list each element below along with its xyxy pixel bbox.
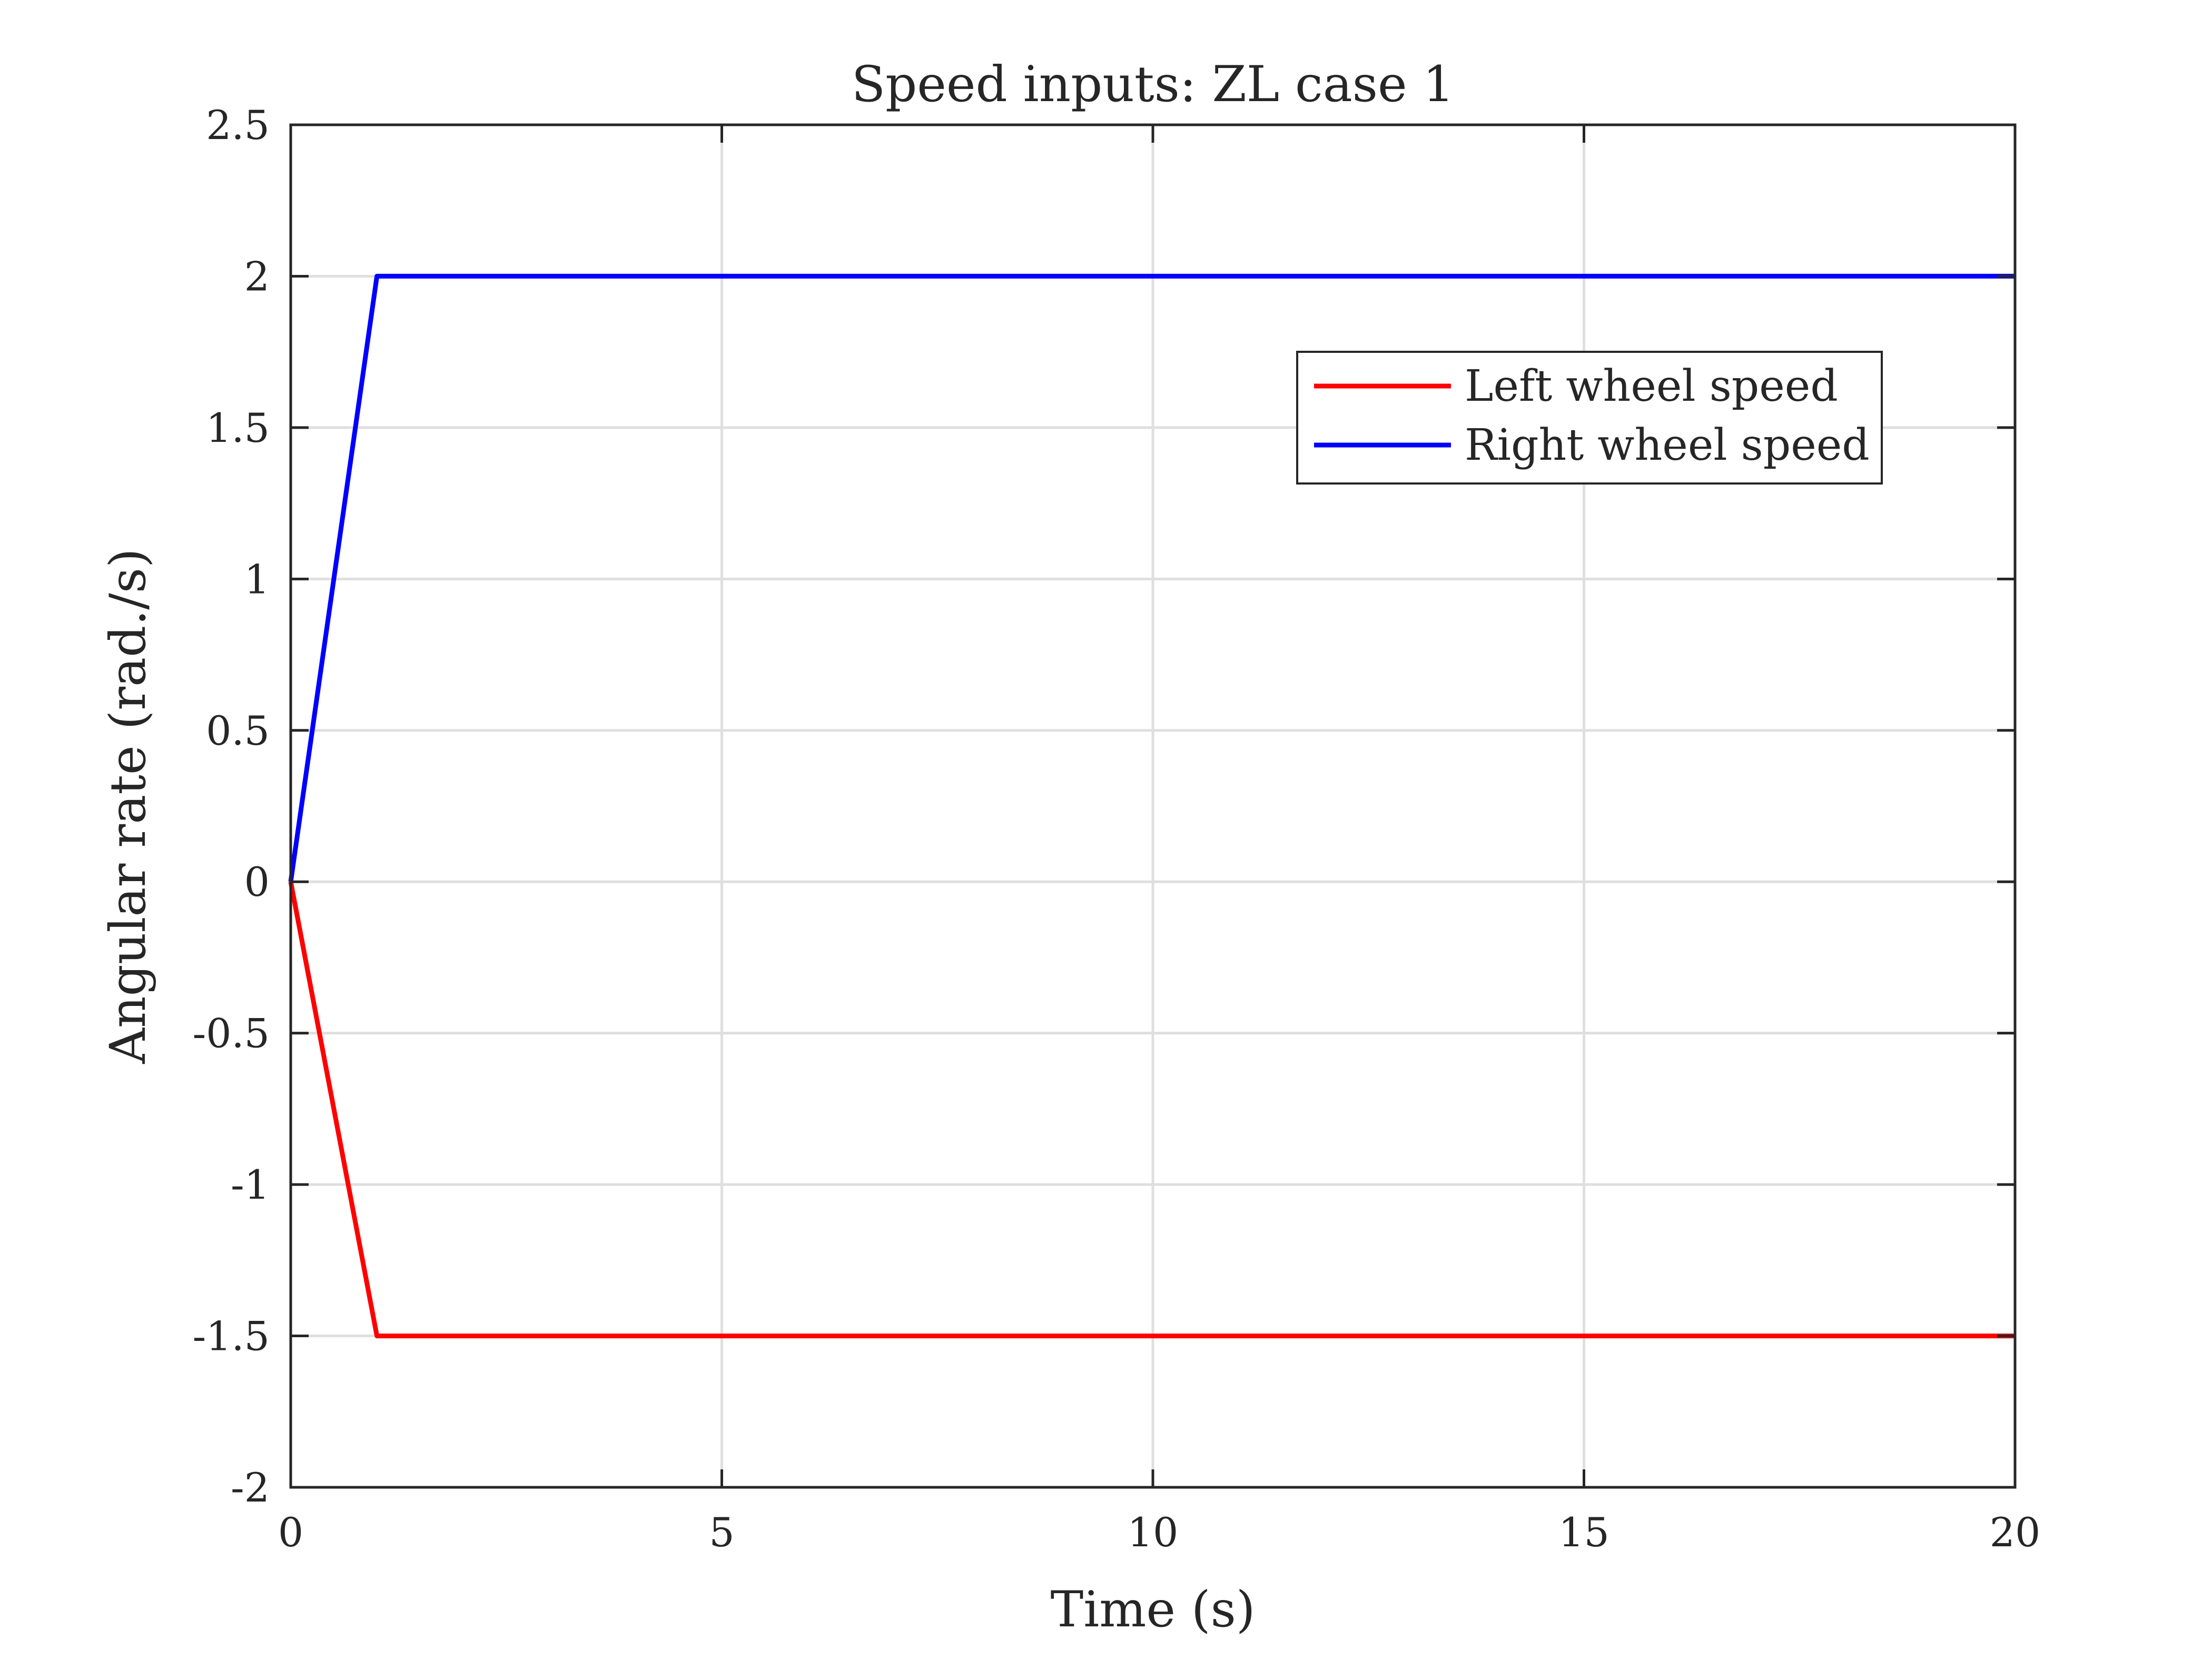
y-tick-label: 0.5 — [206, 707, 270, 754]
y-tick-label: 2 — [244, 253, 270, 300]
legend-entry-left-wheel-speed: Left wheel speed — [1465, 361, 1838, 411]
series-line-left-wheel-speed — [288, 881, 2015, 1339]
x-tick-label: 15 — [1558, 1509, 1609, 1556]
x-tick-labels: 0 5 10 15 20 — [278, 1509, 2041, 1556]
y-tick-label: -1.5 — [192, 1313, 270, 1360]
y-tick-labels: -2 -1.5 -1 -0.5 0 0.5 1 1.5 2 2.5 — [192, 102, 270, 1511]
x-tick-label: 20 — [1990, 1509, 2041, 1556]
y-tick-label: -2 — [231, 1464, 270, 1511]
legend: Left wheel speed Right wheel speed — [1296, 351, 1883, 485]
x-tick-label: 10 — [1128, 1509, 1179, 1556]
y-tick-label: -1 — [231, 1161, 270, 1208]
y-tick-label: 1.5 — [206, 404, 270, 451]
y-tick-label: 2.5 — [206, 102, 270, 149]
legend-entry-right-wheel-speed: Right wheel speed — [1465, 420, 1870, 470]
x-axis-label: Time (s) — [1051, 1581, 1256, 1638]
series-line-right-wheel-speed — [288, 273, 2015, 882]
series-lines — [288, 273, 2015, 1339]
y-tick-label: -0.5 — [192, 1010, 270, 1057]
tick-marks — [289, 123, 2017, 1489]
y-axis-label: Angular rate (rad./s) — [100, 548, 157, 1064]
chart-title: Speed inputs: ZL case 1 — [852, 56, 1455, 113]
x-tick-label: 5 — [709, 1509, 734, 1556]
x-tick-label: 0 — [278, 1509, 303, 1556]
legend-box — [1296, 351, 1883, 485]
y-tick-label: 0 — [244, 858, 270, 905]
y-tick-label: 1 — [244, 556, 270, 603]
